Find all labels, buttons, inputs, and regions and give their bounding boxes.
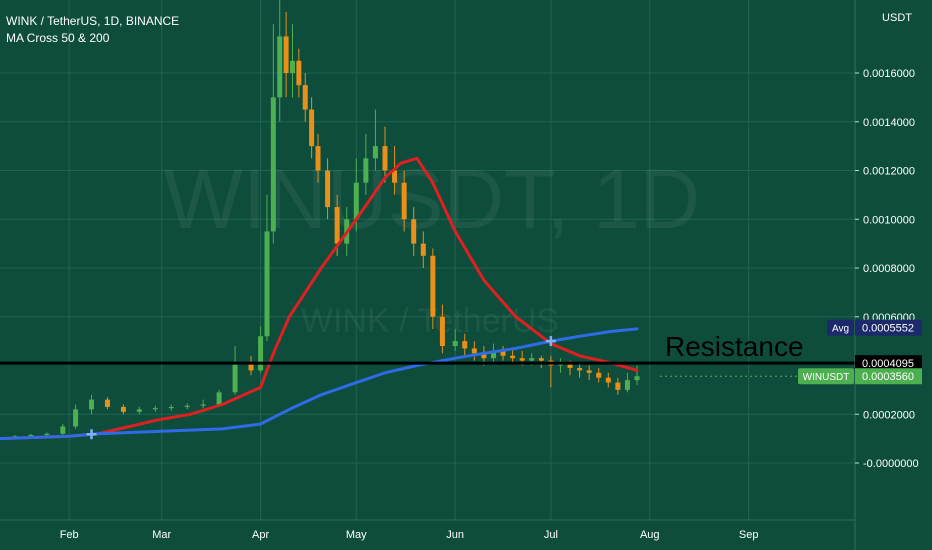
candle-body bbox=[28, 434, 34, 437]
time-tick-label: Aug bbox=[640, 529, 660, 541]
candle-body bbox=[615, 382, 621, 390]
candle-body bbox=[315, 146, 321, 171]
price-tick-label: 0.0012000 bbox=[863, 166, 915, 178]
candle-body bbox=[283, 36, 289, 73]
price-tick-label: 0.0014000 bbox=[863, 117, 915, 129]
candle-body bbox=[296, 60, 302, 86]
price-tick-label: -0.0000000 bbox=[863, 458, 919, 470]
resistance-badge bbox=[855, 355, 922, 372]
candle-body bbox=[577, 367, 583, 371]
ma-50-line bbox=[0, 156, 639, 441]
resistance-annotation: Resistance bbox=[0, 331, 855, 377]
candle-body bbox=[529, 358, 535, 361]
candle-body bbox=[605, 377, 611, 383]
candle-body bbox=[152, 408, 158, 410]
candle-body bbox=[634, 376, 640, 381]
moving-averages bbox=[0, 156, 639, 441]
candle-body bbox=[89, 399, 95, 410]
price-tick-label: 0.0010000 bbox=[863, 214, 915, 226]
resistance-badge-value: 0.0004095 bbox=[862, 358, 914, 370]
candle-body bbox=[216, 392, 222, 405]
candle-body bbox=[596, 372, 602, 378]
candle-body bbox=[168, 406, 174, 409]
candle-body bbox=[289, 60, 295, 73]
candle-body bbox=[73, 409, 79, 427]
candle-body bbox=[200, 404, 206, 406]
price-tick-label: 0.0002000 bbox=[863, 409, 915, 421]
last-badge-label: WINUSDT bbox=[803, 372, 850, 383]
time-tick-label: Jul bbox=[544, 529, 558, 541]
avg-badge-value: 0.0005552 bbox=[862, 323, 914, 335]
candle-body bbox=[401, 182, 407, 220]
candle-body bbox=[471, 348, 477, 354]
time-tick-label: Mar bbox=[152, 529, 171, 541]
candle-body bbox=[372, 146, 378, 159]
candle-body bbox=[538, 358, 544, 361]
candle-body bbox=[353, 182, 359, 220]
time-tick-label: Feb bbox=[60, 529, 79, 541]
candle-body bbox=[309, 109, 315, 147]
candle-body bbox=[490, 350, 496, 359]
candle-body bbox=[104, 399, 110, 407]
grid bbox=[0, 0, 855, 520]
price-tick-label: 0.0008000 bbox=[863, 263, 915, 275]
price-tick-label: 0.0016000 bbox=[863, 68, 915, 80]
candle-body bbox=[420, 243, 426, 256]
ma-cross-marker bbox=[545, 336, 556, 347]
candle-body bbox=[44, 433, 50, 435]
time-tick-label: Apr bbox=[252, 529, 269, 541]
candle-body bbox=[411, 219, 417, 244]
last-badge bbox=[855, 368, 922, 385]
indicator-label[interactable]: MA Cross 50 & 200 bbox=[6, 31, 110, 45]
candle-body bbox=[510, 355, 516, 359]
resistance-label: Resistance bbox=[665, 331, 804, 362]
last-badge-value: 0.0003560 bbox=[862, 371, 914, 383]
candle-body bbox=[277, 36, 283, 98]
candle-body bbox=[392, 170, 398, 183]
candle-body bbox=[519, 358, 525, 361]
candle-body bbox=[325, 170, 331, 208]
candle-body bbox=[264, 231, 270, 337]
candle-body bbox=[624, 380, 630, 390]
avg-badge-tag bbox=[827, 319, 854, 336]
candle-body bbox=[120, 406, 126, 412]
candle-body bbox=[430, 255, 436, 317]
symbol-title: WINK / TetherUS, 1D, BINANCE bbox=[6, 14, 180, 28]
candle-body bbox=[500, 350, 506, 356]
candle-body bbox=[136, 409, 142, 412]
candle-body bbox=[258, 336, 264, 371]
watermark: WINUSDT, 1D WINK / TetherUS bbox=[164, 152, 701, 340]
time-tick-label: May bbox=[346, 529, 367, 541]
candle-body bbox=[481, 353, 487, 359]
candle-body bbox=[567, 363, 573, 368]
candle-body bbox=[60, 426, 66, 434]
candle-body bbox=[452, 341, 458, 346]
candle-body bbox=[302, 85, 308, 110]
last-badge-tag bbox=[798, 368, 854, 385]
time-tick-label: Jun bbox=[446, 529, 464, 541]
ma-cross-marker bbox=[86, 429, 97, 440]
ma-200-line bbox=[0, 327, 639, 441]
candle-body bbox=[232, 363, 238, 393]
currency-unit-label[interactable]: USDT bbox=[882, 12, 912, 24]
avg-badge bbox=[855, 319, 922, 336]
candle-body bbox=[184, 405, 190, 407]
avg-badge-label: Avg bbox=[832, 324, 849, 335]
candle-body bbox=[439, 316, 445, 346]
price-axis bbox=[855, 0, 932, 550]
candle-body bbox=[586, 370, 592, 373]
candle-body bbox=[462, 341, 468, 349]
candle-body bbox=[382, 146, 388, 171]
candle-body bbox=[248, 363, 254, 371]
candle-body bbox=[270, 97, 276, 232]
candle-body bbox=[363, 158, 369, 183]
watermark-sub: WINK / TetherUS bbox=[301, 302, 559, 340]
candle-body bbox=[334, 207, 340, 244]
time-tick-label: Sep bbox=[739, 529, 759, 541]
watermark-main: WINUSDT, 1D bbox=[164, 152, 701, 246]
